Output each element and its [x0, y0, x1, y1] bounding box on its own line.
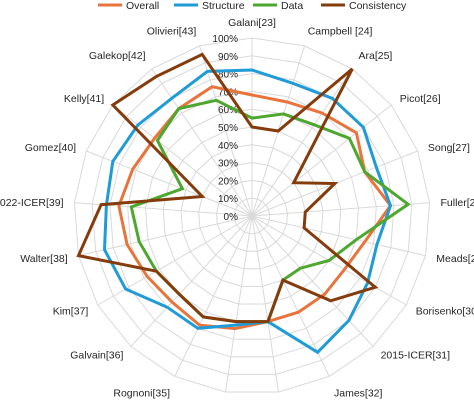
category-label: Galvain[36] — [70, 350, 123, 362]
radial-tick-label: 0% — [224, 212, 239, 223]
grid-spoke — [78, 215, 253, 257]
grid-spoke — [251, 215, 330, 377]
grid-ring — [73, 37, 431, 393]
grid-spoke — [225, 215, 253, 393]
grid-ring — [198, 162, 306, 270]
grid-spoke — [251, 215, 279, 393]
grid-ring — [162, 126, 342, 305]
radial-tick-label: 20% — [218, 176, 238, 187]
legend-label: Overall — [126, 0, 159, 12]
radial-tick-label: 10% — [218, 194, 238, 205]
category-label: Meads[29] — [436, 253, 474, 265]
grid-spoke — [251, 104, 392, 217]
grid-spoke — [151, 68, 253, 217]
category-labels: Galani[23] Campbell [24] Ara[25] Picot[26] S… — [0, 17, 474, 399]
category-label: Galani[23] — [228, 17, 276, 29]
series-line — [76, 52, 379, 324]
radial-tick-label: 30% — [218, 159, 238, 170]
grid-ring — [215, 179, 289, 252]
radial-tick-labels: 0%10%20%30%40%50%60%70%80%90%100% — [212, 34, 238, 223]
grid-spoke — [199, 45, 253, 217]
radial-tick-label: 100% — [212, 34, 238, 45]
grid-spoke — [174, 215, 253, 377]
category-label: 2015-ICER[31] — [381, 350, 451, 362]
legend: Overall Structure Data Consistency — [98, 0, 407, 12]
series-line — [117, 85, 393, 331]
grid-spoke — [130, 215, 253, 347]
grid-spoke — [251, 215, 426, 257]
category-label: Fuller[28] — [441, 197, 474, 209]
radial-tick-label: 60% — [218, 105, 238, 116]
radial-tick-label: 80% — [218, 70, 238, 81]
radial-tick-label: 50% — [218, 123, 238, 134]
series-line — [102, 68, 393, 355]
grid-ring — [127, 90, 377, 340]
legend-label: Consistency — [349, 0, 407, 12]
radial-tick-label: 90% — [218, 52, 238, 63]
series-lines — [76, 52, 411, 355]
category-label: Campbell [24] — [308, 25, 373, 37]
grid-ring — [109, 73, 395, 358]
grid-spoke — [251, 202, 430, 217]
radial-tick-label: 40% — [218, 141, 238, 152]
category-label: Kim[37] — [53, 306, 89, 318]
category-label: Galekop[42] — [89, 50, 146, 62]
category-label: Picot[26] — [400, 93, 441, 105]
legend-label: Structure — [202, 0, 245, 12]
grid-spoke — [251, 215, 374, 347]
category-label: Borisenko[30] — [416, 306, 474, 318]
grid-ring — [91, 55, 413, 375]
category-label: Song[27] — [428, 142, 470, 154]
category-label: Kelly[41] — [64, 93, 104, 105]
legend-label: Data — [281, 0, 303, 12]
radar-grid — [73, 37, 431, 393]
category-label: Gomez[40] — [25, 142, 76, 154]
grid-ring — [180, 144, 324, 287]
category-label: Ara[25] — [359, 50, 393, 62]
category-label: Walter[38] — [20, 253, 68, 265]
grid-spoke — [97, 215, 253, 306]
category-label: Rognoni[35] — [113, 387, 170, 399]
grid-spoke — [112, 104, 253, 217]
category-label: Olivieri[43] — [147, 25, 197, 37]
grid-spoke — [251, 68, 353, 217]
grid-ring — [233, 197, 271, 235]
category-label: 2022-ICER[39] — [0, 197, 64, 209]
category-label: James[32] — [334, 387, 383, 399]
